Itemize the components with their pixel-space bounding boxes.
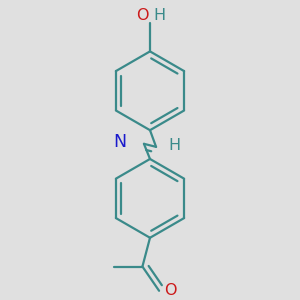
- Text: H: H: [168, 138, 180, 153]
- Text: H: H: [153, 8, 165, 22]
- Text: N: N: [113, 133, 126, 151]
- Text: O: O: [136, 8, 148, 22]
- Text: O: O: [164, 283, 177, 298]
